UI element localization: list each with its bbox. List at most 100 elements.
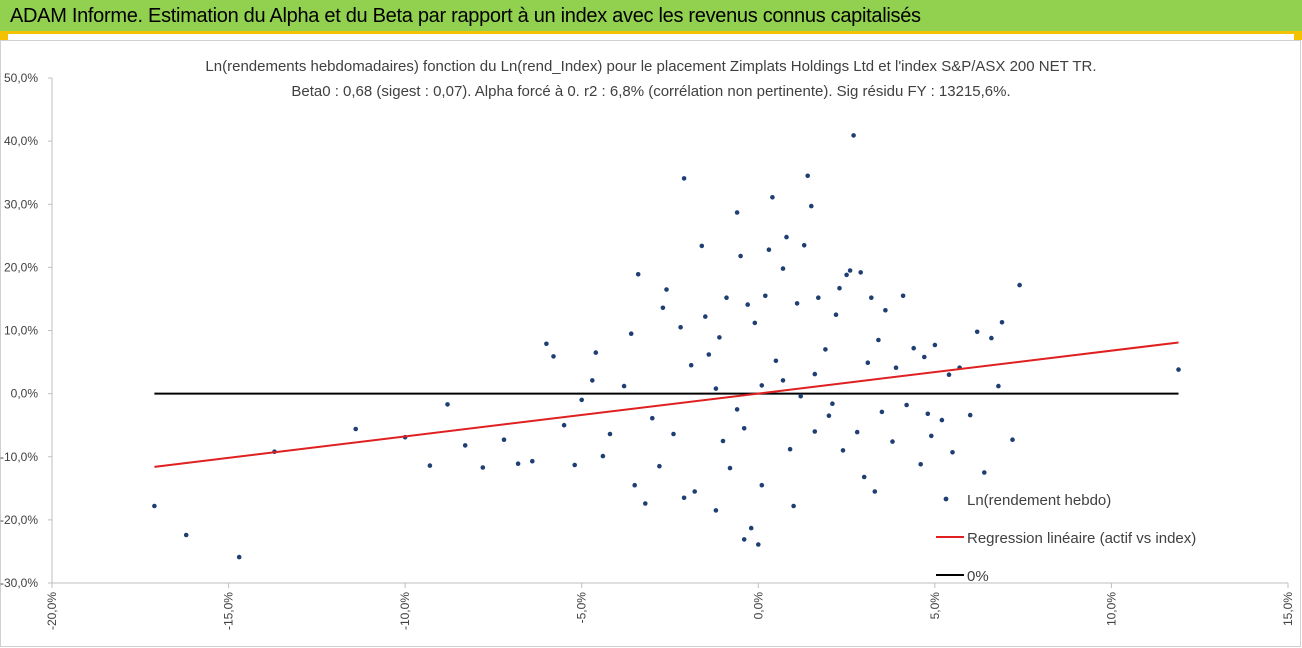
data-point [745,302,750,307]
y-tick-label: -10,0% [0,450,38,464]
data-point [911,345,916,351]
data-point [480,465,486,470]
data-point [798,393,803,399]
data-point [643,501,648,506]
x-tick-label: 5,0% [928,592,942,620]
data-point [756,542,761,547]
x-tick-label: 15,0% [1281,592,1295,626]
data-point [844,272,849,278]
data-point [738,253,743,259]
data-point [501,437,507,443]
data-point [879,409,885,415]
data-point [869,295,874,300]
data-point [858,270,863,275]
x-tick-label: -15,0% [222,592,236,630]
data-point [766,247,772,252]
data-point [861,474,867,480]
data-point [770,195,775,200]
data-point [982,470,987,475]
data-point [932,342,938,348]
data-point [561,422,567,428]
y-tick-label: 0,0% [11,387,39,401]
data-point [784,234,789,240]
data-point [544,341,549,347]
data-point [593,350,599,355]
data-point [657,463,662,469]
data-point [791,503,796,509]
data-point [787,446,793,452]
data-point [650,415,655,421]
x-tick-label: -10,0% [398,592,412,630]
data-point [720,438,726,444]
data-point [688,362,694,368]
data-point [922,354,927,360]
data-point [1176,367,1181,372]
y-tick-label: 20,0% [4,260,38,274]
data-point [515,461,521,467]
data-point [681,495,687,501]
data-point [632,482,637,488]
data-point [724,295,729,300]
data-point [734,210,740,215]
x-tick-label: -20,0% [45,592,59,630]
header-title: ADAM Informe. Estimation du Alpha et du … [10,5,921,27]
data-point [152,503,157,509]
corner-accent-left [0,34,8,40]
data-point [780,266,786,271]
y-tick-label: 10,0% [4,324,38,338]
data-point [865,360,871,366]
data-point [713,386,719,391]
data-point [1017,282,1022,288]
data-point [890,439,895,444]
data-point [780,378,786,383]
data-point [551,354,556,359]
data-point [572,462,577,468]
data-point [530,458,535,464]
data-point [427,463,433,468]
data-point [801,243,807,248]
data-point [579,397,584,403]
data-point [628,331,634,337]
data-point [353,426,359,432]
data-point [946,372,952,378]
data-point [681,176,687,181]
data-point [823,347,828,352]
data-point [748,525,754,531]
data-point [851,133,856,138]
chart-title: Ln(rendements hebdomadaires) fonction du… [205,58,1096,75]
legend-label-points: Ln(rendement hebdo) [967,492,1111,509]
corner-accent-right [1294,34,1302,40]
chart-frame [0,40,1301,647]
x-tick-label: 10,0% [1104,592,1118,626]
data-point [939,417,945,423]
data-point [717,335,722,340]
points-layer [152,133,1181,560]
data-point [929,433,934,439]
data-point [967,412,973,418]
legend-label-zero: 0% [967,568,989,585]
data-point [664,287,669,292]
data-point [727,465,733,471]
data-point [236,554,242,560]
data-point [706,352,712,357]
data-point [462,443,468,448]
axes: 50,0% 40,0% 30,0% 20,0% 10,0% 0,0% -10,0% -20,0… [0,71,1295,630]
data-point [974,329,980,335]
data-point [752,320,758,326]
y-tick-label: 50,0% [4,71,38,85]
data-point [445,402,450,407]
regression-layer [154,341,1179,468]
data-point [678,325,683,330]
data-point [671,431,676,437]
data-point [833,312,839,318]
data-point [734,407,740,412]
data-point [854,429,860,435]
data-point [812,429,818,434]
y-tick-label: 40,0% [4,134,38,148]
data-point [773,358,779,364]
data-point [699,243,705,249]
legend-marker-points [943,496,949,502]
y-tick-label: -30,0% [0,576,38,590]
regression-line [154,341,1179,468]
data-point [1010,437,1015,443]
